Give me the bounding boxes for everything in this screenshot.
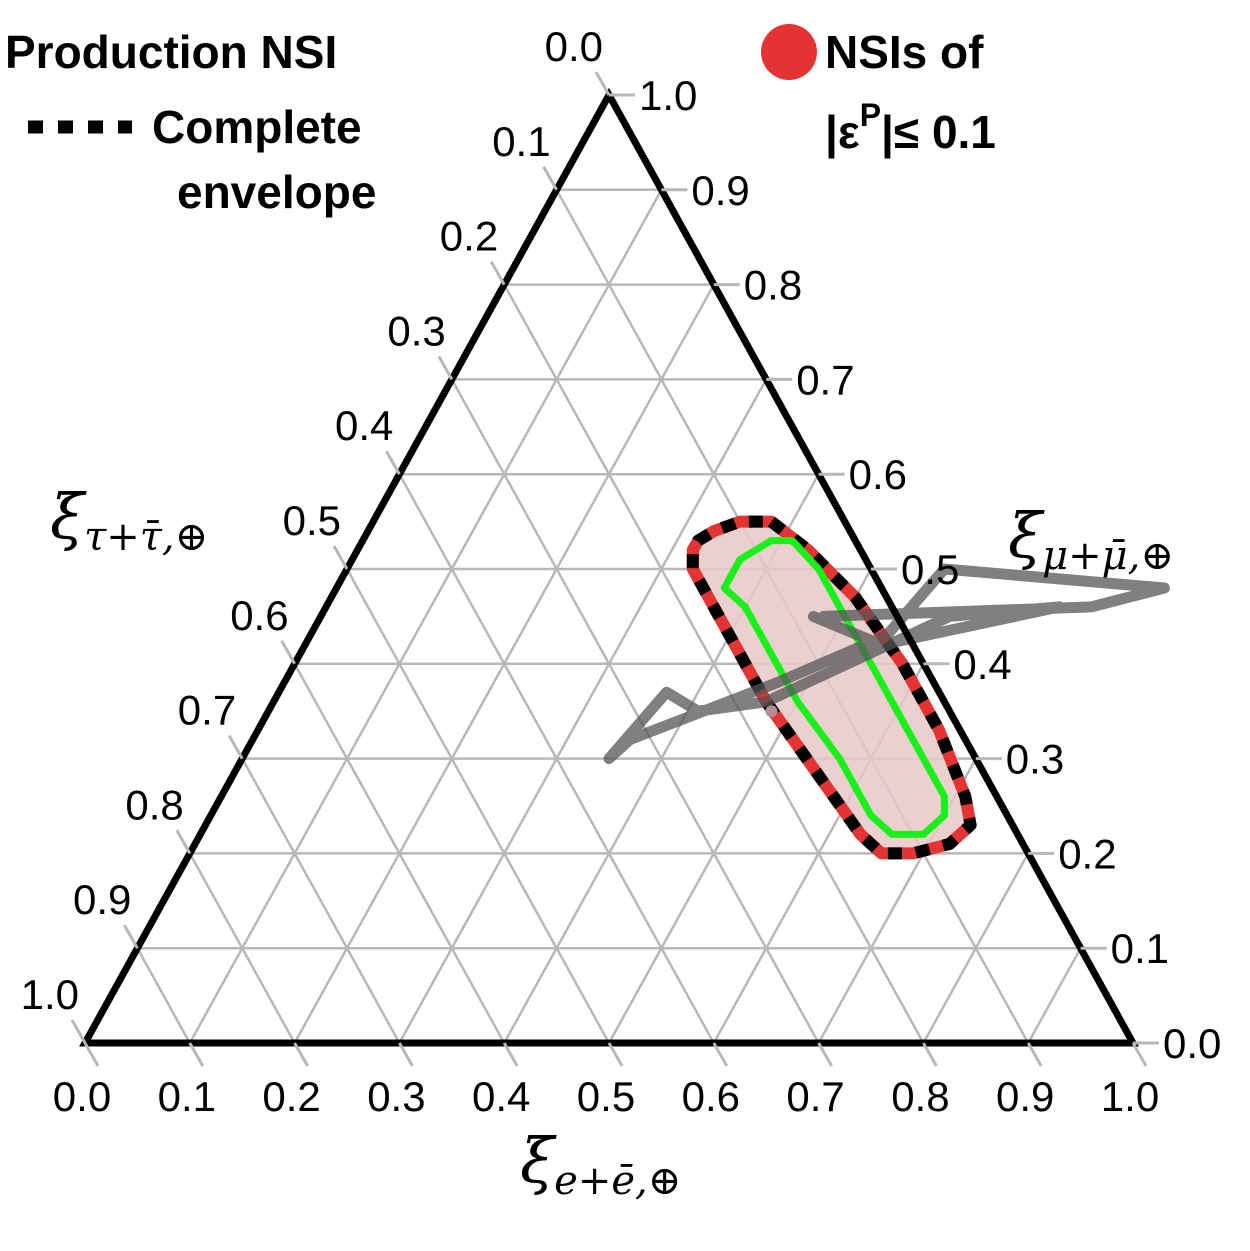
tick-bottom-6 (712, 1042, 729, 1067)
tick-label-bottom-2: 0.2 (262, 1073, 320, 1120)
tick-label-bottom-8: 0.8 (891, 1073, 949, 1120)
tick-label-right-4: 0.4 (953, 641, 1011, 688)
tick-label-left-8: 0.8 (125, 781, 183, 828)
grid-line-tau-8 (188, 852, 296, 1044)
tick-label-right-8: 0.8 (744, 262, 802, 309)
series-layer (603, 515, 1170, 860)
tick-label-right-10: 1.0 (639, 72, 697, 119)
tick-label-left-0: 0.0 (545, 23, 603, 70)
left-axis-title: ξτ+τ̄,⊕ (50, 480, 208, 560)
grid-line-e-3 (398, 378, 768, 1044)
ticks: 0.0 0.0 0.0 0.1 0.1 0.1 0.2 0.2 0.2 0.3 0.3 0.3 0.4 0… (21, 23, 1222, 1120)
legend-entry-complete: Complete (152, 101, 362, 153)
tick-label-left-2: 0.2 (440, 213, 498, 260)
tick-label-right-5: 0.5 (901, 546, 959, 593)
bottom-axis-title-sub: e+ē,⊕ (554, 1158, 681, 1204)
legend-entry-envelope: envelope (177, 166, 376, 218)
tick-label-right-6: 0.6 (849, 451, 907, 498)
tick-label-left-10: 1.0 (21, 971, 79, 1018)
grid-line-tau-7 (241, 757, 401, 1044)
tick-left-10 (70, 1019, 87, 1044)
tick-left-3 (437, 355, 454, 381)
legend-eps-superscript: P (860, 97, 881, 133)
tick-label-bottom-4: 0.4 (472, 1073, 530, 1120)
tick-label-bottom-1: 0.1 (158, 1073, 216, 1120)
grid-line-e-8 (922, 852, 1030, 1044)
tick-label-right-1: 0.1 (1111, 925, 1169, 972)
tick-label-right-0: 0.0 (1163, 1020, 1221, 1067)
tick-bottom-10 (1131, 1042, 1148, 1067)
grid-line-tau-3 (450, 378, 820, 1044)
tick-left-9 (123, 924, 139, 949)
tick-left-7 (227, 734, 244, 760)
tick-left-6 (280, 640, 296, 665)
tick-left-4 (385, 450, 401, 475)
bottom-axis-title: ξe+ē,⊕ (520, 1124, 681, 1204)
tick-label-right-7: 0.7 (796, 356, 854, 403)
series-gray-contour (603, 563, 1170, 765)
grid-line-tau-5 (345, 568, 611, 1044)
tick-left-8 (175, 829, 192, 855)
tick-label-left-3: 0.3 (387, 307, 445, 354)
tick-label-right-3: 0.3 (1006, 736, 1064, 783)
tick-label-left-7: 0.7 (178, 687, 236, 734)
tick-bottom-2 (293, 1042, 309, 1067)
bottom-axis-title-main: ξ (520, 1124, 557, 1197)
tick-label-bottom-6: 0.6 (682, 1073, 740, 1120)
tick-left-5 (332, 545, 349, 570)
tick-left-0 (594, 71, 611, 96)
tick-bottom-9 (1026, 1042, 1043, 1067)
legend-eps-bound: |≤ 0.1 (881, 106, 996, 158)
tick-left-1 (542, 166, 558, 191)
tick-label-bottom-9: 0.9 (996, 1073, 1054, 1120)
tick-bottom-0 (83, 1042, 100, 1067)
tick-label-bottom-5: 0.5 (577, 1073, 635, 1120)
legend-entry-nsis-of: NSIs of (825, 26, 984, 78)
right-axis-title-main: ξ (1008, 499, 1045, 572)
tick-label-bottom-10: 1.0 (1101, 1073, 1159, 1120)
tick-bottom-3 (398, 1042, 414, 1067)
tick-label-left-5: 0.5 (283, 497, 341, 544)
right-axis-title: ξμ+μ̄,⊕ (1008, 499, 1174, 579)
grid-line-tau-9 (136, 947, 191, 1044)
tick-bottom-5 (607, 1042, 624, 1067)
legend-entry-production-nsi: Production NSI (5, 26, 337, 78)
tick-bottom-7 (817, 1042, 833, 1067)
right-axis-title-sub: μ+μ̄,⊕ (1042, 533, 1174, 579)
grid-line-tau-6 (293, 663, 506, 1044)
tick-label-left-1: 0.1 (492, 118, 550, 165)
tick-label-left-9: 0.9 (73, 876, 131, 923)
grid-line-e-9 (1027, 947, 1082, 1044)
tick-label-right-2: 0.2 (1058, 830, 1116, 877)
tick-bottom-4 (502, 1042, 519, 1067)
tick-label-right-9: 0.9 (691, 167, 749, 214)
series-envelope-dashed (686, 515, 977, 860)
tick-left-2 (489, 260, 506, 286)
tick-label-left-6: 0.6 (230, 592, 288, 639)
tick-label-left-4: 0.4 (335, 402, 393, 449)
tick-label-bottom-7: 0.7 (786, 1073, 844, 1120)
tick-label-bottom-3: 0.3 (367, 1073, 425, 1120)
tick-label-bottom-0: 0.0 (53, 1073, 111, 1120)
legend-entry-eps-condition: |εP|≤ 0.1 (825, 97, 996, 158)
legend: Production NSI Complete envelope NSIs of… (5, 24, 996, 218)
left-axis-title-sub: τ+τ̄,⊕ (84, 514, 208, 560)
legend-red-dot (761, 24, 817, 80)
series-best-fit-point (765, 705, 778, 718)
tick-bottom-8 (922, 1042, 938, 1067)
grid-line-e-1 (188, 189, 663, 1044)
left-axis-title-main: ξ (50, 480, 87, 553)
series-inner-contour (720, 537, 948, 838)
legend-eps-abs-open: |ε (825, 106, 860, 158)
tick-bottom-1 (188, 1042, 205, 1067)
